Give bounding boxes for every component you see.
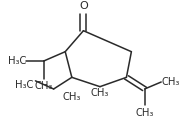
Text: CH₃: CH₃ (135, 108, 154, 118)
Text: H₃C: H₃C (15, 80, 34, 90)
Text: CH₃: CH₃ (161, 77, 180, 87)
Text: H₃C: H₃C (8, 56, 26, 66)
Text: CH₃: CH₃ (35, 81, 53, 91)
Text: CH₃: CH₃ (63, 92, 81, 102)
Text: CH₃: CH₃ (91, 88, 109, 98)
Text: O: O (79, 1, 88, 11)
